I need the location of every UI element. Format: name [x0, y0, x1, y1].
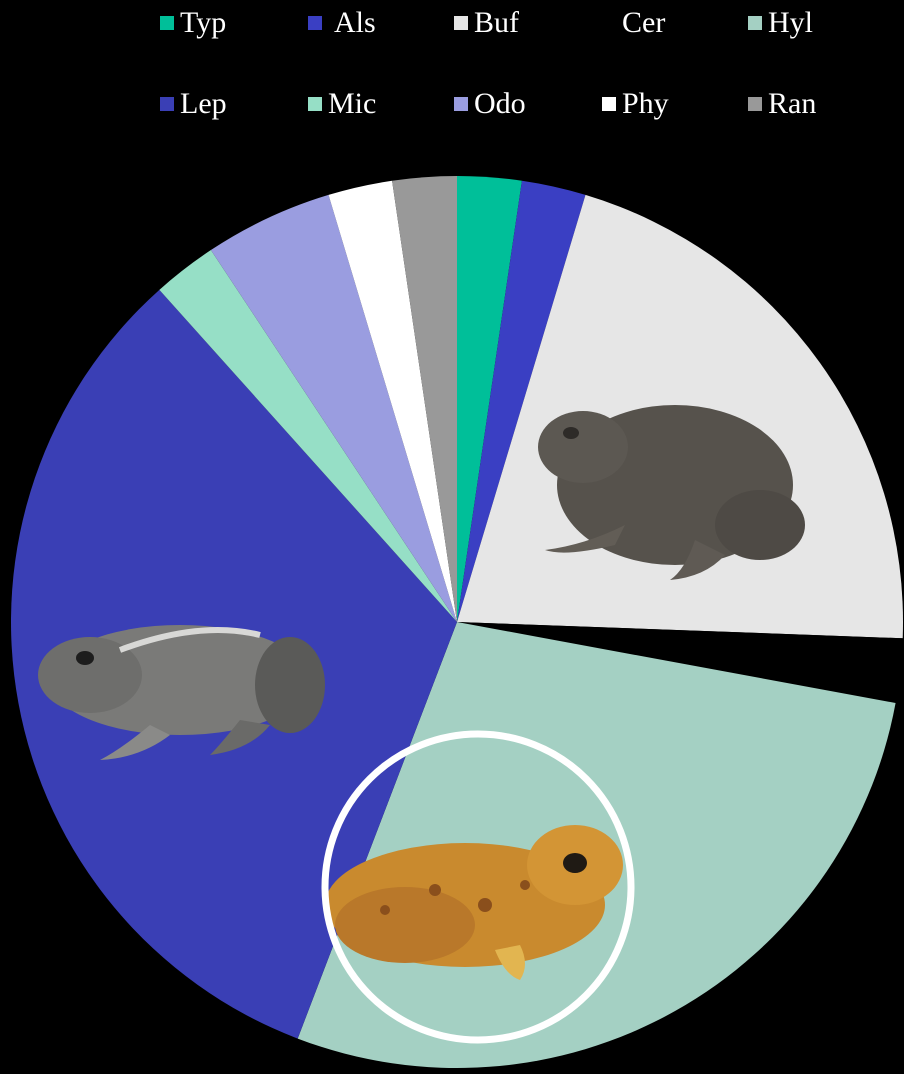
legend: Typ Als Buf Cer Hyl Lep Mic Odo Phy Ran	[0, 0, 904, 140]
legend-swatch-cer	[602, 16, 616, 30]
pie-slice-mic	[159, 250, 458, 622]
legend-swatch-typ	[160, 16, 174, 30]
pie-slice-als	[457, 180, 586, 622]
pie-slice-phy	[328, 180, 457, 622]
legend-swatch-buf	[454, 16, 468, 30]
legend-item-ran: Ran	[748, 89, 816, 119]
toad-icon	[538, 405, 805, 580]
legend-item-cer: Cer	[602, 8, 665, 38]
slice-images	[38, 405, 805, 1044]
legend-item-als: Als	[308, 8, 376, 38]
pie-slice-odo	[210, 194, 457, 622]
legend-item-lep: Lep	[160, 89, 227, 119]
legend-label-cer: Cer	[622, 6, 666, 39]
legend-swatch-als	[308, 16, 322, 30]
legend-label-mic: Mic	[328, 87, 377, 120]
legend-item-mic: Mic	[308, 89, 376, 119]
legend-label-typ: Typ	[180, 6, 227, 39]
legend-item-phy: Phy	[602, 89, 669, 119]
legend-swatch-ran	[748, 97, 762, 111]
legend-swatch-hyl	[748, 16, 762, 30]
legend-label-hyl: Hyl	[768, 6, 813, 39]
legend-label-buf: Buf	[474, 6, 519, 39]
tree-frog-icon	[325, 825, 623, 980]
legend-label-phy: Phy	[622, 87, 669, 120]
legend-label-als: Als	[334, 6, 376, 39]
legend-item-hyl: Hyl	[748, 8, 813, 38]
legend-item-odo: Odo	[454, 89, 526, 119]
pie-slice-cer	[457, 622, 903, 704]
grey-frog-icon	[38, 625, 325, 760]
highlight-circle	[321, 730, 635, 1044]
legend-label-lep: Lep	[180, 87, 227, 120]
legend-item-buf: Buf	[454, 8, 519, 38]
pie-slice-ran	[392, 176, 457, 622]
legend-swatch-mic	[308, 97, 322, 111]
legend-swatch-odo	[454, 97, 468, 111]
legend-swatch-phy	[602, 97, 616, 111]
pie-slice-typ	[457, 176, 522, 622]
legend-label-odo: Odo	[474, 87, 526, 120]
legend-label-ran: Ran	[768, 87, 817, 120]
legend-swatch-lep	[160, 97, 174, 111]
legend-item-typ: Typ	[160, 8, 226, 38]
